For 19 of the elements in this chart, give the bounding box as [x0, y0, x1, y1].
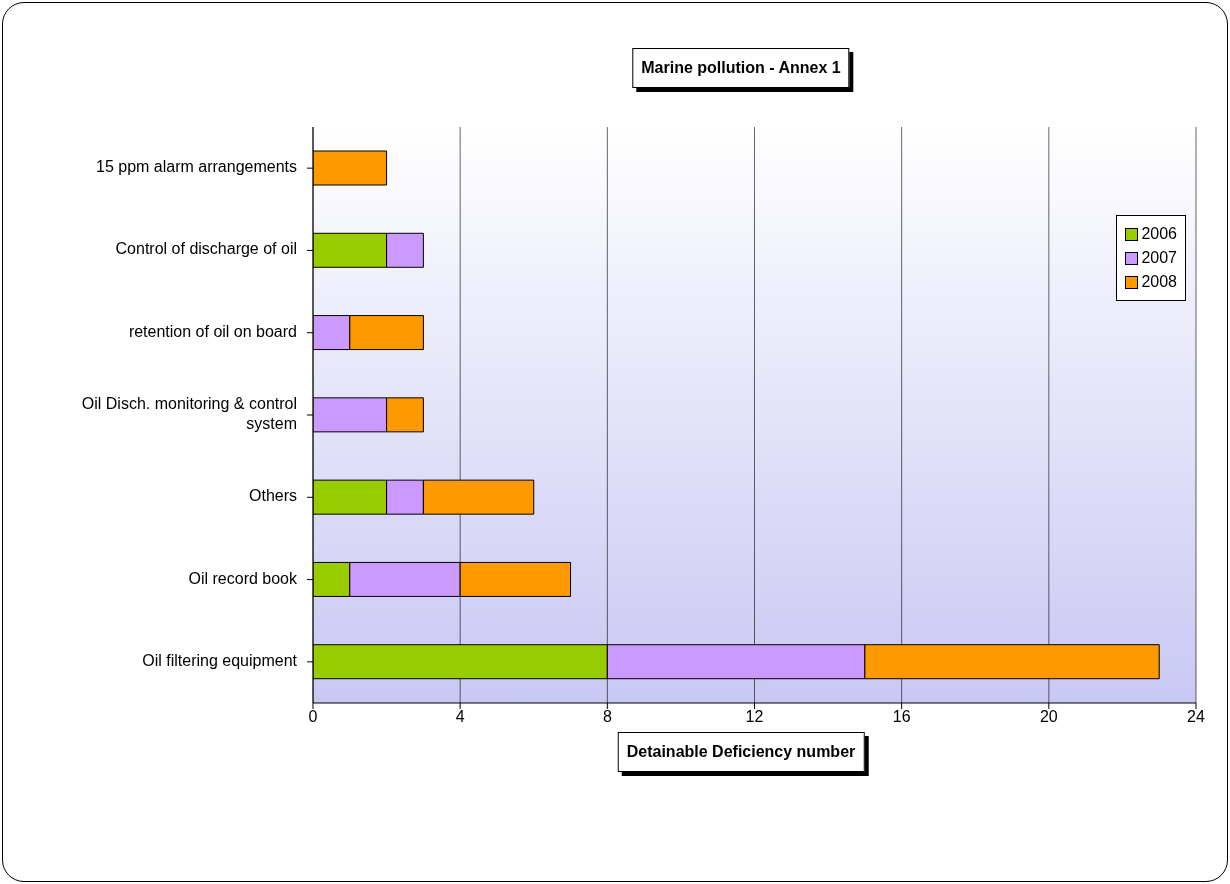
y-tick-label: Oil Disch. monitoring & control system — [81, 395, 297, 433]
y-tick-label: Oil record book — [188, 569, 298, 587]
x-tick-label: 20 — [1039, 708, 1058, 726]
y-tick-label: Oil filtering equipment — [142, 652, 298, 670]
x-tick-label: 16 — [892, 708, 911, 726]
chart-title: Marine pollution - Annex 1 — [632, 48, 850, 88]
x-tick-label: 8 — [602, 708, 612, 726]
legend-label: 2008 — [1141, 272, 1177, 292]
x-tick-label: 4 — [455, 708, 465, 726]
x-tick-label: 24 — [1187, 708, 1205, 726]
x-tick-label: 12 — [745, 708, 764, 726]
y-tick-label: Control of discharge of oil — [115, 240, 297, 258]
x-tick-label: 0 — [308, 708, 318, 726]
y-tick-label: 15 ppm alarm arrangements — [96, 158, 297, 176]
legend-label: 2007 — [1141, 248, 1177, 268]
x-axis-title: Detainable Deficiency number — [617, 732, 865, 772]
y-tick-label: retention of oil on board — [128, 322, 297, 340]
legend-label: 2006 — [1141, 224, 1177, 244]
y-tick-label: Others — [248, 487, 297, 505]
